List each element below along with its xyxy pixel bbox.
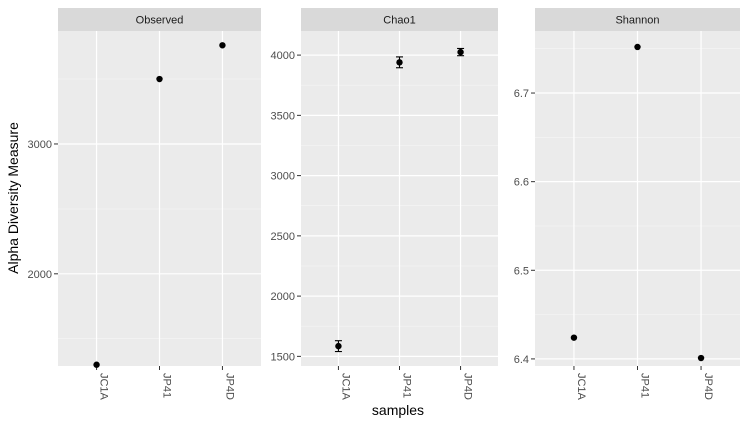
data-point-jp4d xyxy=(457,48,464,56)
x-tick-label: JP4D xyxy=(462,373,474,400)
x-axis-title: samples xyxy=(372,402,424,418)
panel-title: Observed xyxy=(136,15,184,27)
data-point-jp41 xyxy=(156,75,163,83)
y-tick-label: 3000 xyxy=(28,139,52,151)
data-point-jp41 xyxy=(396,59,403,66)
panel-observed: Observed 2000 3000 JC1A JP41 JP4D xyxy=(28,8,261,401)
panel-title: Chao1 xyxy=(383,15,415,27)
strip-background xyxy=(58,8,261,31)
y-tick-label: 6.6 xyxy=(514,177,529,189)
y-tick-label: 2500 xyxy=(271,231,295,243)
data-point-jp41 xyxy=(634,43,641,51)
strip-background xyxy=(535,8,740,31)
y-tick-label: 2000 xyxy=(28,269,52,281)
y-tick-label: 4000 xyxy=(271,50,295,62)
x-tick-label: JC1A xyxy=(575,373,587,401)
y-axis-title: Alpha Diversity Measure xyxy=(5,122,21,274)
panel-shannon: Shannon 6.4 6.5 6.6 6.7 JC1A JP41 JP4D xyxy=(514,8,740,401)
y-tick-label: 3500 xyxy=(271,110,295,122)
data-point-jp4d xyxy=(219,42,226,49)
x-tick-label: JP4D xyxy=(702,373,714,400)
strip-background xyxy=(301,8,498,31)
data-point-jp4d xyxy=(697,354,705,362)
data-point-jc1a xyxy=(93,361,100,368)
y-tick-label: 6.7 xyxy=(514,88,529,100)
x-tick-label: JP41 xyxy=(401,373,413,398)
y-tick-label: 3000 xyxy=(271,171,295,183)
x-tick-label: JC1A xyxy=(98,373,110,401)
panel-title: Shannon xyxy=(615,15,659,27)
data-point-jc1a xyxy=(570,334,578,341)
x-tick-label: JP41 xyxy=(161,373,173,398)
facet-panels: Observed 2000 3000 JC1A JP41 JP4D Chao1 1500 200… xyxy=(28,8,740,401)
data-point-jc1a xyxy=(335,342,342,350)
y-tick-label: 6.4 xyxy=(514,354,529,366)
x-tick-label: JP41 xyxy=(639,373,651,398)
x-tick-label: JC1A xyxy=(339,373,351,401)
panel-chao1: Chao1 1500 2000 2500 3000 3500 4000 JC1A JP41 JP4… xyxy=(271,8,498,401)
y-tick-label: 6.5 xyxy=(514,265,529,277)
y-tick-label: 2000 xyxy=(271,291,295,303)
x-tick-label: JP4D xyxy=(223,373,235,400)
y-tick-label: 1500 xyxy=(271,351,295,363)
